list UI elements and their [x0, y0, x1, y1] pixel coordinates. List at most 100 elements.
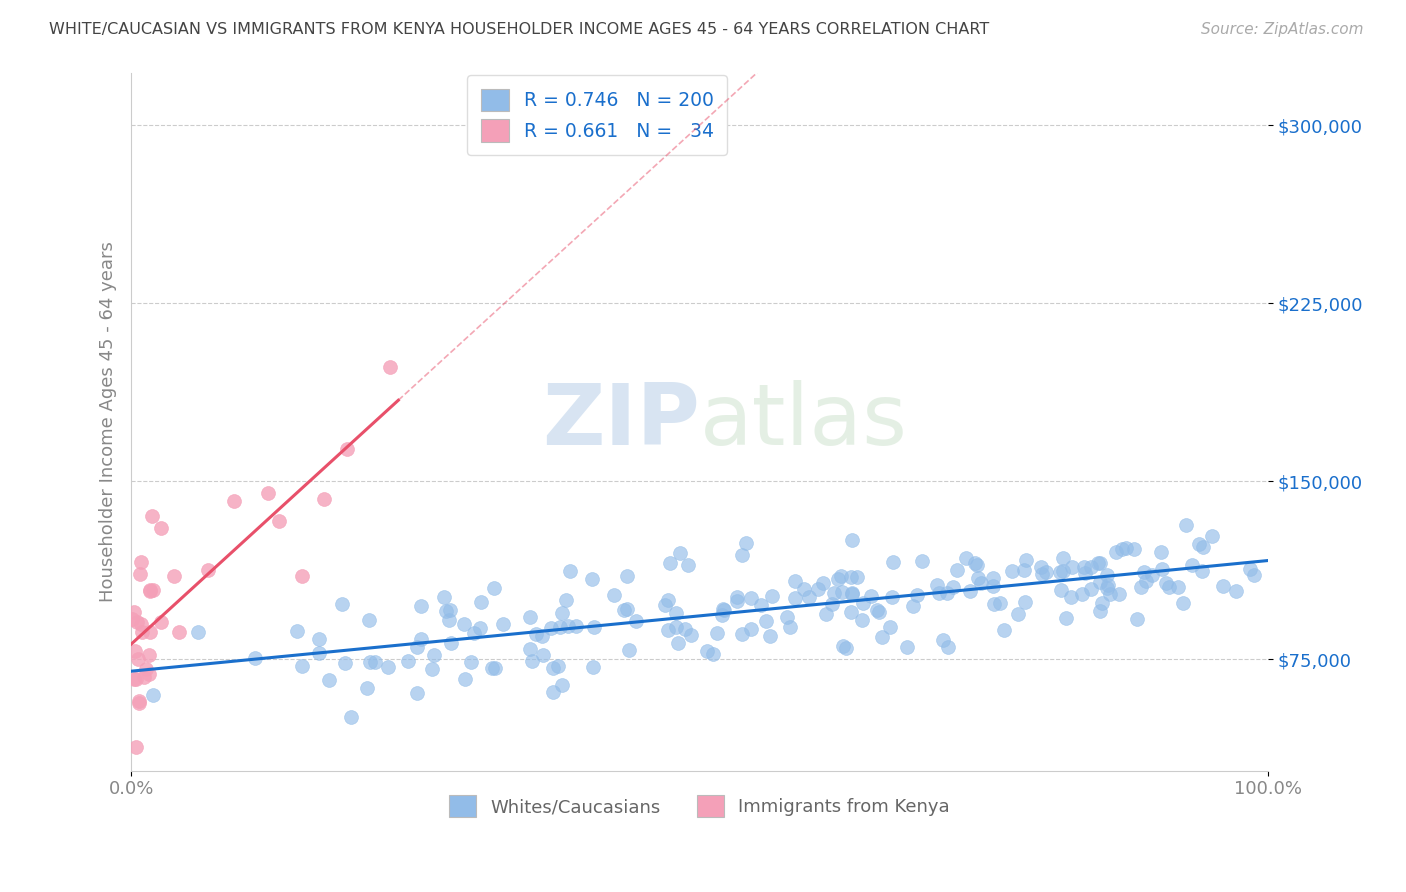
Point [129, 566, 152, 581]
Point [432, 591, 454, 605]
Point [364, 655, 387, 669]
Point [696, 644, 718, 658]
Point [1140, 568, 1163, 582]
Point [1070, 587, 1092, 601]
Point [139, 583, 162, 598]
Point [1150, 562, 1173, 576]
Point [1052, 550, 1074, 565]
Point [187, 625, 209, 640]
Point [852, 596, 875, 610]
Point [359, 655, 381, 669]
Point [167, 624, 190, 639]
Point [481, 661, 503, 675]
Point [626, 614, 648, 628]
Point [420, 662, 443, 676]
Point [124, 739, 146, 754]
Point [1080, 560, 1102, 574]
Point [440, 636, 463, 650]
Point [558, 564, 581, 578]
Point [524, 626, 547, 640]
Point [141, 508, 163, 523]
Point [557, 619, 579, 633]
Point [318, 673, 340, 688]
Point [1133, 565, 1156, 579]
Point [966, 558, 988, 573]
Point [1049, 565, 1071, 579]
Point [1191, 540, 1213, 554]
Point [896, 640, 918, 654]
Point [121, 612, 143, 626]
Point [603, 588, 626, 602]
Point [731, 549, 754, 563]
Point [291, 659, 314, 673]
Point [1073, 560, 1095, 574]
Point [336, 442, 359, 457]
Point [1201, 529, 1223, 543]
Point [990, 596, 1012, 610]
Point [905, 588, 928, 602]
Point [142, 582, 165, 597]
Point [127, 652, 149, 666]
Point [1052, 564, 1074, 578]
Point [1111, 541, 1133, 556]
Point [616, 602, 638, 616]
Point [839, 570, 862, 584]
Point [1035, 565, 1057, 579]
Point [333, 656, 356, 670]
Point [150, 521, 173, 535]
Point [1062, 559, 1084, 574]
Point [983, 597, 1005, 611]
Point [380, 360, 402, 375]
Point [711, 608, 734, 623]
Point [827, 572, 849, 586]
Point [267, 514, 290, 528]
Text: Source: ZipAtlas.com: Source: ZipAtlas.com [1201, 22, 1364, 37]
Point [616, 568, 638, 582]
Point [830, 569, 852, 583]
Point [396, 654, 419, 668]
Point [657, 624, 679, 638]
Point [970, 576, 993, 591]
Point [617, 643, 640, 657]
Point [308, 632, 330, 647]
Point [1129, 580, 1152, 594]
Point [128, 694, 150, 708]
Point [1060, 591, 1083, 605]
Point [519, 642, 541, 657]
Point [815, 607, 838, 622]
Point [1212, 579, 1234, 593]
Point [928, 586, 950, 600]
Point [879, 620, 901, 634]
Point [135, 662, 157, 676]
Point [1097, 568, 1119, 582]
Point [129, 555, 152, 569]
Point [1171, 596, 1194, 610]
Point [811, 576, 834, 591]
Point [1188, 536, 1211, 550]
Point [405, 640, 427, 654]
Point [138, 583, 160, 598]
Point [932, 633, 955, 648]
Point [330, 597, 353, 611]
Point [1014, 595, 1036, 609]
Point [356, 681, 378, 695]
Point [131, 624, 153, 639]
Point [531, 629, 554, 643]
Point [835, 640, 858, 655]
Point [540, 621, 562, 635]
Point [1108, 587, 1130, 601]
Point [519, 610, 541, 624]
Point [1097, 577, 1119, 591]
Point [901, 599, 924, 614]
Point [287, 624, 309, 638]
Point [713, 603, 735, 617]
Point [554, 592, 576, 607]
Point [839, 605, 862, 619]
Point [797, 590, 820, 604]
Point [1099, 586, 1122, 600]
Point [831, 585, 853, 599]
Point [470, 621, 492, 635]
Point [582, 620, 605, 634]
Point [128, 696, 150, 710]
Point [870, 630, 893, 644]
